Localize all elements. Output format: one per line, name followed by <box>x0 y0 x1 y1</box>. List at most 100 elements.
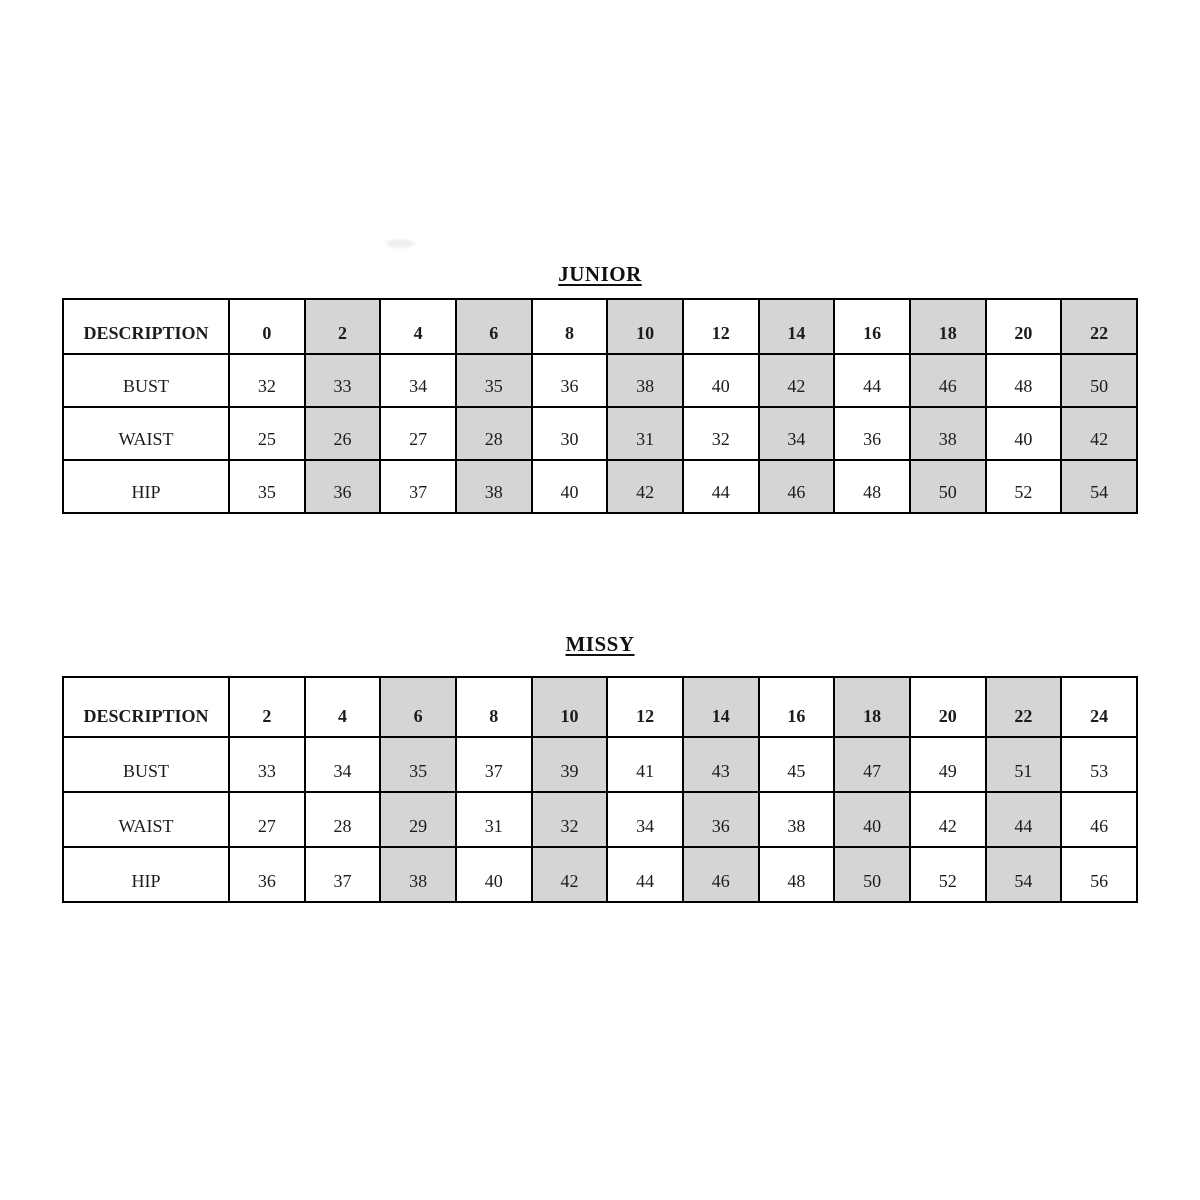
size-header-cell: 2 <box>303 298 382 355</box>
value-cell: 50 <box>833 846 911 903</box>
size-header-cell: 10 <box>606 298 684 355</box>
junior-size-table: DESCRIPTION 0 2 4 6 8 10 12 14 16 18 20 22 BUST 32 33 34… <box>62 298 1138 514</box>
size-header-cell: 22 <box>1060 298 1138 355</box>
value-cell: 46 <box>681 846 760 903</box>
value-cell: 25 <box>228 406 306 461</box>
value-cell: 42 <box>908 791 987 848</box>
value-cell: 31 <box>606 406 684 461</box>
size-header-cell: 6 <box>454 298 533 355</box>
value-cell: 56 <box>1060 846 1138 903</box>
size-header-cell: 6 <box>379 676 457 738</box>
missy-section-title: MISSY <box>565 632 635 656</box>
row-label-cell: BUST <box>62 353 230 408</box>
value-cell: 45 <box>757 736 836 793</box>
value-cell: 46 <box>908 353 987 408</box>
value-cell: 32 <box>228 353 306 408</box>
value-cell: 31 <box>454 791 533 848</box>
size-header-cell: 20 <box>984 298 1063 355</box>
value-cell: 37 <box>303 846 382 903</box>
value-cell: 40 <box>530 459 609 514</box>
value-cell: 51 <box>984 736 1063 793</box>
scan-smudge-artifact <box>386 239 414 248</box>
size-header-cell: 0 <box>228 298 306 355</box>
value-cell: 30 <box>530 406 609 461</box>
value-cell: 48 <box>833 459 911 514</box>
size-header-cell: 16 <box>833 298 911 355</box>
value-cell: 38 <box>454 459 533 514</box>
value-cell: 27 <box>379 406 457 461</box>
row-label-cell: BUST <box>62 736 230 793</box>
size-header-cell: 18 <box>908 298 987 355</box>
value-cell: 40 <box>833 791 911 848</box>
value-cell: 43 <box>681 736 760 793</box>
size-header-cell: 12 <box>606 676 684 738</box>
table-row: BUST 32 33 34 35 36 38 40 42 44 46 48 50 <box>62 353 1138 408</box>
value-cell: 29 <box>379 791 457 848</box>
value-cell: 34 <box>379 353 457 408</box>
value-cell: 52 <box>908 846 987 903</box>
size-header-cell: 16 <box>757 676 836 738</box>
value-cell: 40 <box>681 353 760 408</box>
row-label-cell: HIP <box>62 846 230 903</box>
missy-section: MISSY DESCRIPTION 2 4 6 8 10 12 14 16 18 20 22 24 BUS… <box>62 632 1138 903</box>
size-header-cell: 10 <box>530 676 609 738</box>
header-row: DESCRIPTION 0 2 4 6 8 10 12 14 16 18 20 22 <box>62 298 1138 355</box>
value-cell: 46 <box>757 459 836 514</box>
table-row: BUST 33 34 35 37 39 41 43 45 47 49 51 53 <box>62 736 1138 793</box>
value-cell: 28 <box>454 406 533 461</box>
value-cell: 39 <box>530 736 609 793</box>
value-cell: 48 <box>757 846 836 903</box>
size-header-cell: 14 <box>757 298 836 355</box>
row-label-cell: HIP <box>62 459 230 514</box>
value-cell: 37 <box>454 736 533 793</box>
value-cell: 26 <box>303 406 382 461</box>
value-cell: 33 <box>228 736 306 793</box>
value-cell: 44 <box>833 353 911 408</box>
value-cell: 34 <box>303 736 382 793</box>
value-cell: 36 <box>303 459 382 514</box>
value-cell: 35 <box>228 459 306 514</box>
value-cell: 36 <box>681 791 760 848</box>
value-cell: 47 <box>833 736 911 793</box>
value-cell: 38 <box>908 406 987 461</box>
value-cell: 38 <box>757 791 836 848</box>
size-header-cell: 24 <box>1060 676 1138 738</box>
value-cell: 38 <box>379 846 457 903</box>
size-header-cell: 12 <box>681 298 760 355</box>
description-header-cell: DESCRIPTION <box>62 676 230 738</box>
size-header-cell: 14 <box>681 676 760 738</box>
value-cell: 42 <box>1060 406 1138 461</box>
junior-section-title: JUNIOR <box>558 262 642 286</box>
table-row: WAIST 27 28 29 31 32 34 36 38 40 42 44 46 <box>62 791 1138 848</box>
value-cell: 32 <box>681 406 760 461</box>
value-cell: 46 <box>1060 791 1138 848</box>
value-cell: 40 <box>984 406 1063 461</box>
value-cell: 35 <box>454 353 533 408</box>
value-cell: 38 <box>606 353 684 408</box>
row-label-cell: WAIST <box>62 791 230 848</box>
value-cell: 32 <box>530 791 609 848</box>
value-cell: 42 <box>606 459 684 514</box>
value-cell: 50 <box>1060 353 1138 408</box>
value-cell: 36 <box>833 406 911 461</box>
size-header-cell: 4 <box>303 676 382 738</box>
value-cell: 48 <box>984 353 1063 408</box>
description-header-cell: DESCRIPTION <box>62 298 230 355</box>
header-row: DESCRIPTION 2 4 6 8 10 12 14 16 18 20 22 24 <box>62 676 1138 738</box>
value-cell: 34 <box>757 406 836 461</box>
value-cell: 44 <box>606 846 684 903</box>
value-cell: 54 <box>984 846 1063 903</box>
value-cell: 36 <box>530 353 609 408</box>
size-header-cell: 18 <box>833 676 911 738</box>
value-cell: 34 <box>606 791 684 848</box>
value-cell: 28 <box>303 791 382 848</box>
size-header-cell: 8 <box>454 676 533 738</box>
value-cell: 44 <box>984 791 1063 848</box>
value-cell: 35 <box>379 736 457 793</box>
value-cell: 52 <box>984 459 1063 514</box>
size-header-cell: 8 <box>530 298 609 355</box>
size-header-cell: 22 <box>984 676 1063 738</box>
value-cell: 33 <box>303 353 382 408</box>
value-cell: 27 <box>228 791 306 848</box>
